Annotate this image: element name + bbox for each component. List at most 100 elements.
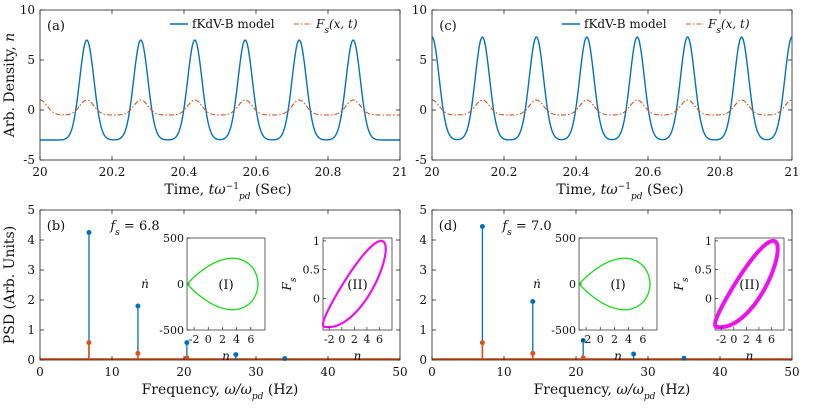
x-tick-label: 20.4 xyxy=(563,165,590,179)
y-tick-label: 2 xyxy=(27,293,35,307)
x-axis-label: Time, tω−1pd (Sec) xyxy=(556,182,683,202)
inset-II-d: -2 0 2 4 610.50(II)nFs xyxy=(672,235,785,363)
legend-label-fs: Fs(x, t) xyxy=(315,17,358,36)
x-tick-label: 20 xyxy=(568,365,583,379)
x-tick-label: 20 xyxy=(176,365,191,379)
x-tick-label: 20.2 xyxy=(99,165,126,179)
x-tick-label: 50 xyxy=(392,365,407,379)
y-tick-label: 0 xyxy=(27,353,35,367)
x-tick-label: 0 xyxy=(428,365,436,379)
x-tick-label: 20 xyxy=(424,165,439,179)
inset-x-tick-label: -2 xyxy=(189,333,200,346)
inset-II-b: -2 0 2 4 610.50(II)nFs xyxy=(280,235,393,363)
inset-x-tick-label: 4 xyxy=(233,333,240,346)
y-axis-label: Arb. Density, n xyxy=(2,33,18,138)
inset-x-tick-label: 6 xyxy=(639,333,646,346)
inset-y-label: Fs xyxy=(672,277,691,291)
x-tick-label: 10 xyxy=(496,365,511,379)
phase-portrait-curve xyxy=(186,257,259,311)
x-tick-label: 21 xyxy=(784,165,799,179)
inset-frame xyxy=(578,237,658,331)
x-tick-label: 20.4 xyxy=(171,165,198,179)
inset-id-label: (II) xyxy=(739,278,759,293)
series-line-fs xyxy=(39,99,400,116)
stem-marker-fs xyxy=(135,350,141,356)
stem-marker-fkdv xyxy=(282,356,288,361)
inset-y-tick-label: 1 xyxy=(705,235,712,248)
inset-x-tick-label: 6 xyxy=(247,333,254,346)
inset-x-tick-label: 4 xyxy=(625,333,632,346)
y-tick-label: 0 xyxy=(419,103,427,117)
stem-marker-fkdv xyxy=(580,338,586,343)
inset-frame xyxy=(714,237,785,331)
stem-marker-fkdv xyxy=(631,351,637,357)
inset-x-label: n xyxy=(614,349,622,363)
y-axis-label: PSD (Arb. Units) xyxy=(2,226,18,344)
inset-y-tick-label: 0 xyxy=(569,278,576,291)
legend-label-fkdv: fKdV-B model xyxy=(584,17,667,31)
y-tick-label: 10 xyxy=(20,3,35,17)
x-tick-label: 20.6 xyxy=(635,165,662,179)
x-tick-label: 20.8 xyxy=(707,165,734,179)
inset-frame xyxy=(186,237,266,331)
inset-x-tick-label: 2 xyxy=(611,333,618,346)
x-axis-label: Time, tω−1pd (Sec) xyxy=(164,182,291,202)
annotation-fs: fs = 7.0 xyxy=(501,219,551,238)
y-tick-label: 3 xyxy=(419,263,427,277)
x-tick-label: 40 xyxy=(320,365,335,379)
inset-frame xyxy=(322,237,393,331)
series-line-fkdv xyxy=(40,39,400,141)
axes-frame-b xyxy=(39,209,401,361)
panel-label-d: (d) xyxy=(439,219,457,234)
y-tick-label: 3 xyxy=(27,263,35,277)
y-tick-label: 4 xyxy=(419,233,427,247)
inset-x-label: n xyxy=(222,349,230,363)
legend-label-fkdv: fKdV-B model xyxy=(192,17,275,31)
y-tick-label: 10 xyxy=(412,3,427,17)
inset-id-label: (I) xyxy=(218,278,233,293)
stem-marker-fkdv xyxy=(184,340,190,346)
panel-label-c: (c) xyxy=(439,19,456,34)
hysteresis-curve xyxy=(713,238,780,330)
y-tick-label: 1 xyxy=(27,323,35,337)
x-tick-label: 20.2 xyxy=(491,165,518,179)
inset-x-tick-label: 0 xyxy=(205,333,212,346)
x-tick-label: 10 xyxy=(104,365,119,379)
inset-x-tick-label: 2 xyxy=(743,333,750,346)
axes-frame-d xyxy=(431,209,793,361)
stem-marker-fkdv xyxy=(86,230,92,235)
y-tick-label: -5 xyxy=(415,153,427,167)
stem-marker-fs xyxy=(479,340,485,346)
axes-frame-a xyxy=(39,9,401,161)
inset-x-tick-label: 6 xyxy=(376,333,383,346)
inset-y-tick-label: 500 xyxy=(163,232,184,245)
y-tick-label: 1 xyxy=(419,323,427,337)
x-tick-label: 21 xyxy=(392,165,407,179)
y-tick-label: 4 xyxy=(27,233,35,247)
annotation-fs: fs = 6.8 xyxy=(109,219,159,238)
y-tick-label: 5 xyxy=(419,53,427,67)
inset-x-tick-label: -2 xyxy=(581,333,592,346)
y-tick-label: 2 xyxy=(419,293,427,307)
inset-x-tick-label: 0 xyxy=(730,333,737,346)
panel-label-a: (a) xyxy=(47,19,65,34)
panel-c: 20 20.2 20.4 20.6 20.8 21 -5 0 5 10 (c) fKdV-B mode… xyxy=(412,3,800,202)
x-tick-label: 30 xyxy=(640,365,655,379)
stem-marker-fs xyxy=(580,355,586,361)
inset-id-label: (I) xyxy=(610,278,625,293)
inset-x-tick-label: 4 xyxy=(755,333,762,346)
inset-x-tick-label: 0 xyxy=(597,333,604,346)
inset-x-label: n xyxy=(746,349,754,363)
y-tick-label: 5 xyxy=(27,53,35,67)
inset-y-tick-label: 0 xyxy=(705,292,712,305)
inset-x-tick-label: 4 xyxy=(363,333,370,346)
stem-marker-fs xyxy=(530,350,536,356)
y-tick-label: 0 xyxy=(27,103,35,117)
x-tick-label: 40 xyxy=(712,365,727,379)
inset-x-tick-label: -2 xyxy=(324,333,335,346)
x-axis-label: Frequency, ω/ωpd (Hz) xyxy=(534,382,691,402)
